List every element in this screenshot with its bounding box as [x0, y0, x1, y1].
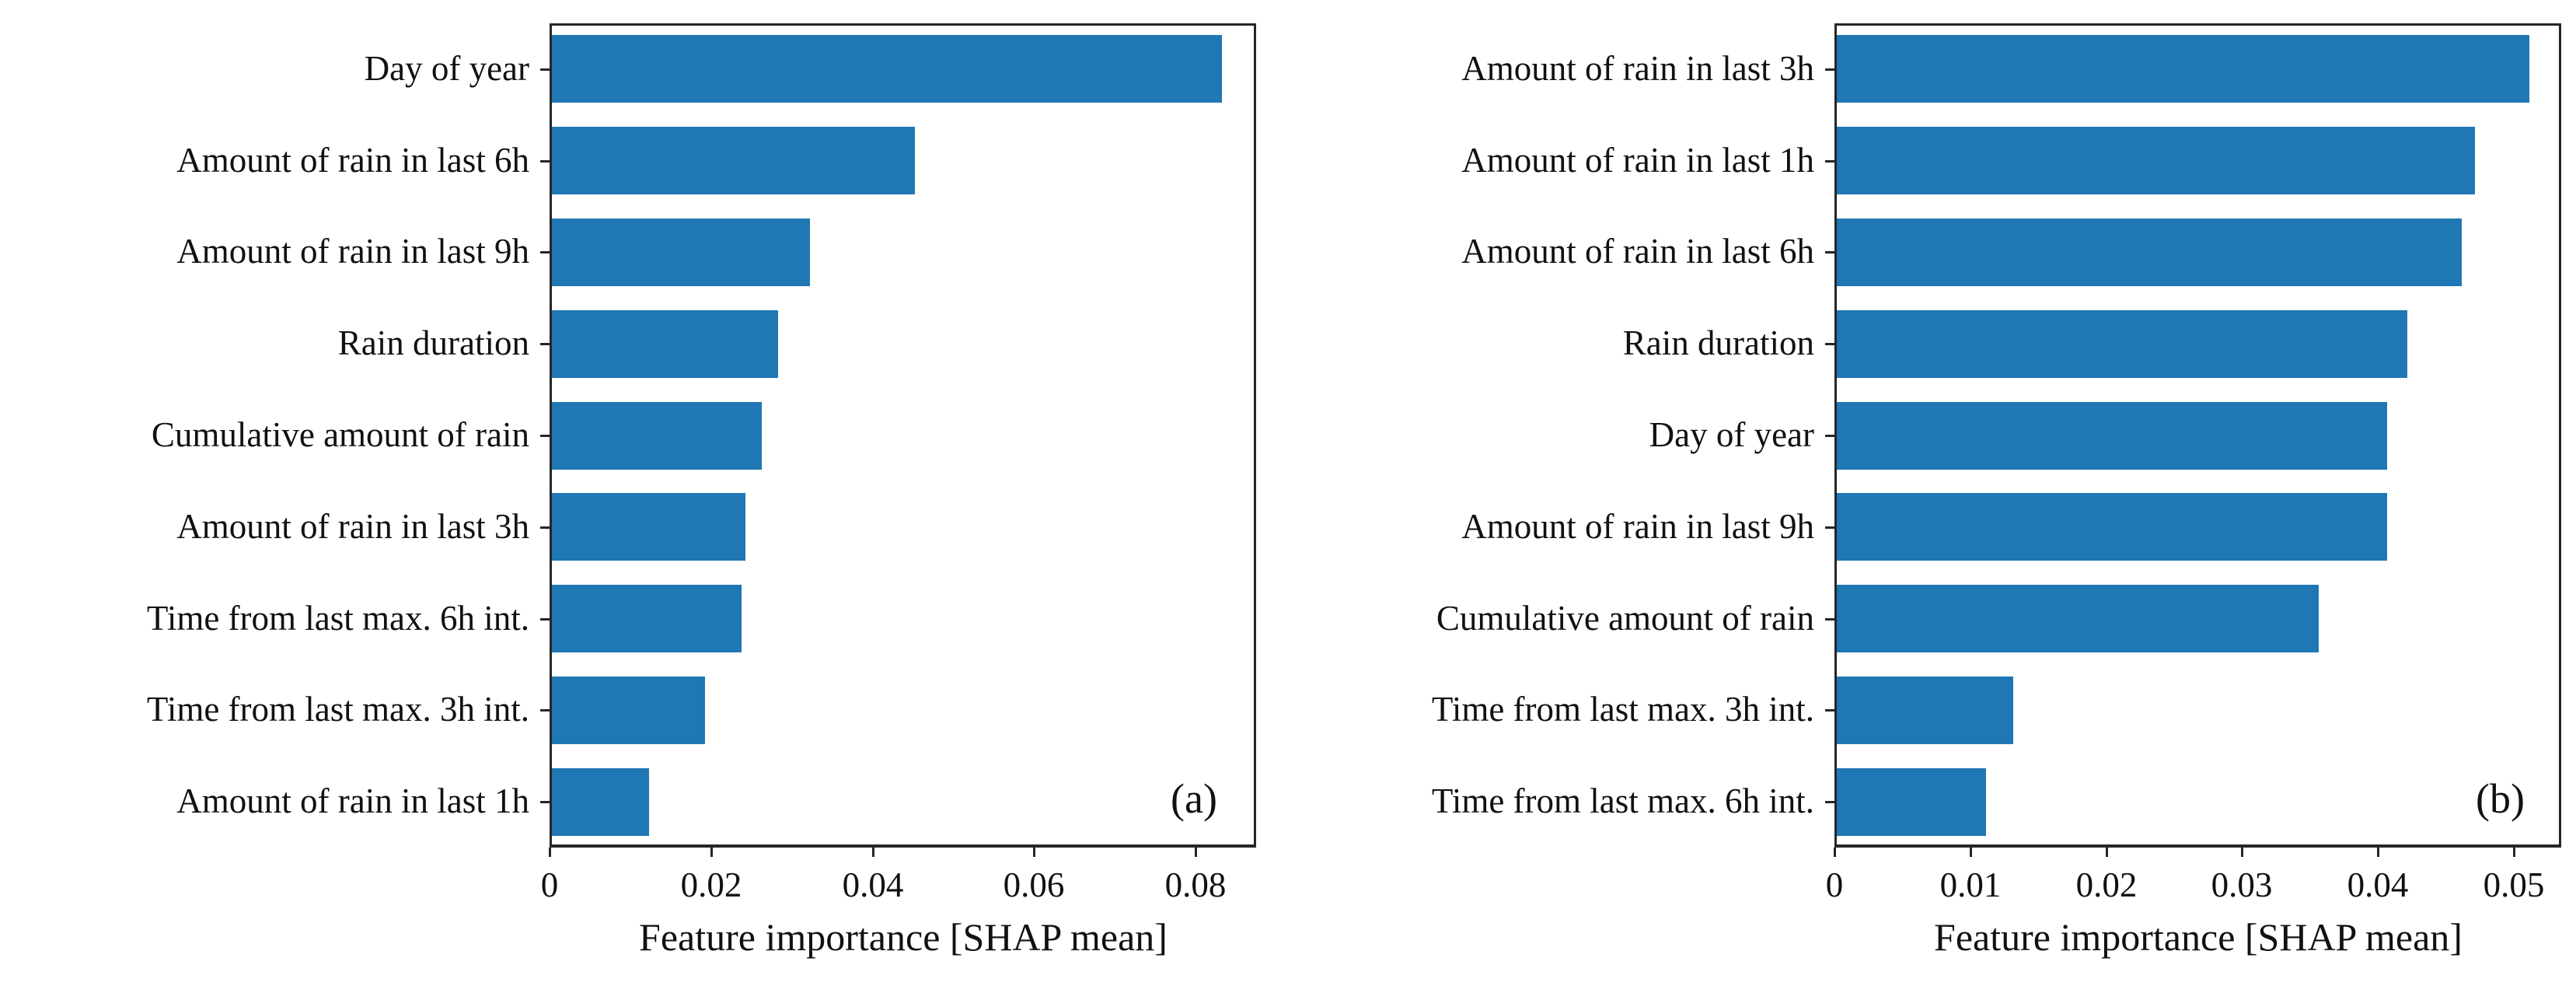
x-axis-tick: [549, 848, 551, 857]
x-axis-tick: [2513, 848, 2515, 857]
y-axis-tick: [540, 68, 550, 71]
bar-rain-duration: [1837, 310, 2407, 378]
y-axis-tick: [540, 526, 550, 529]
bar-amount-of-rain-in-last-9h: [552, 219, 810, 286]
x-tick-label: 0.02: [680, 865, 742, 904]
y-axis-tick: [1825, 68, 1834, 71]
bar-amount-of-rain-in-last-6h: [1837, 219, 2462, 286]
x-axis-tick: [872, 848, 874, 857]
chart-panel-a: Day of year Amount of rain in last 6h Amou…: [146, 23, 1256, 959]
y-axis-tick: [540, 343, 550, 345]
y-tick-label: Amount of rain in last 9h: [1461, 507, 1814, 546]
x-axis-title: Feature importance [SHAP mean]: [639, 915, 1168, 959]
y-tick-label: Time from last max. 6h int.: [1431, 781, 1814, 820]
y-axis-tick: [540, 435, 550, 437]
y-tick-label: Amount of rain in last 9h: [176, 232, 529, 271]
y-axis-tick: [1825, 526, 1834, 529]
panel-letter: (b): [2476, 775, 2525, 822]
bar-amount-of-rain-in-last-6h: [552, 127, 915, 194]
x-tick-label: 0.01: [1939, 865, 2002, 904]
y-tick-label: Amount of rain in last 1h: [1461, 141, 1814, 180]
y-axis-tick: [1825, 618, 1834, 621]
y-tick-label: Rain duration: [1622, 323, 1814, 362]
x-tick-label: 0: [540, 865, 559, 904]
y-tick-label: Time from last max. 3h int.: [146, 690, 529, 729]
y-axis-tick: [1825, 435, 1834, 437]
x-axis-tick: [1033, 848, 1035, 857]
x-tick-label: 0.04: [2347, 865, 2409, 904]
y-tick-label: Rain duration: [337, 323, 529, 362]
x-tick-label: 0.08: [1164, 865, 1227, 904]
x-tick-label: 0.02: [2075, 865, 2138, 904]
bar-amount-of-rain-in-last-1h: [1837, 127, 2475, 194]
bar-time-from-last-max-6h-int-: [1837, 768, 1986, 836]
bar-cumulative-amount-of-rain: [552, 402, 762, 470]
x-axis-tick: [710, 848, 713, 857]
x-axis-tick: [2377, 848, 2379, 857]
x-tick-label: 0.03: [2211, 865, 2273, 904]
x-axis-tick: [2106, 848, 2108, 857]
x-tick-label: 0.04: [842, 865, 904, 904]
panel-letter: (a): [1171, 775, 1217, 822]
bar-amount-of-rain-in-last-3h: [1837, 35, 2529, 103]
y-tick-label: Cumulative amount of rain: [151, 415, 529, 454]
x-axis-tick: [1970, 848, 1972, 857]
y-axis-tick: [540, 801, 550, 803]
y-axis-tick: [1825, 343, 1834, 345]
bar-day-of-year: [1837, 402, 2387, 470]
x-axis-tick: [1834, 848, 1836, 857]
y-axis-tick: [1825, 160, 1834, 163]
x-tick-label: 0.05: [2483, 865, 2545, 904]
chart-panel-b: Amount of rain in last 3h Amount of rain …: [1290, 0, 2576, 986]
y-tick-label: Day of year: [364, 49, 529, 88]
bar-amount-of-rain-in-last-3h: [552, 493, 745, 561]
y-axis-tick: [540, 709, 550, 712]
y-axis-tick: [1825, 709, 1834, 712]
y-axis-tick: [540, 251, 550, 253]
bar-rain-duration: [552, 310, 778, 378]
y-tick-label: Cumulative amount of rain: [1436, 599, 1814, 638]
y-axis-tick: [1825, 801, 1834, 803]
bar-day-of-year: [552, 35, 1222, 103]
y-tick-label: Time from last max. 3h int.: [1431, 690, 1814, 729]
bar-amount-of-rain-in-last-1h: [552, 768, 649, 836]
y-tick-label: Time from last max. 6h int.: [146, 599, 529, 638]
bar-amount-of-rain-in-last-9h: [1837, 493, 2387, 561]
x-tick-label: 0.06: [1003, 865, 1065, 904]
y-tick-label: Amount of rain in last 3h: [1461, 49, 1814, 88]
y-tick-label: Amount of rain in last 1h: [176, 781, 529, 820]
y-tick-label: Amount of rain in last 6h: [1461, 232, 1814, 271]
bar-time-from-last-max-6h-int-: [552, 585, 742, 652]
x-axis-tick: [1195, 848, 1197, 857]
x-axis-title: Feature importance [SHAP mean]: [1934, 915, 2463, 959]
y-tick-label: Day of year: [1649, 415, 1814, 454]
bar-cumulative-amount-of-rain: [1837, 585, 2319, 652]
y-axis-tick: [540, 618, 550, 621]
y-tick-label: Amount of rain in last 6h: [176, 141, 529, 180]
x-tick-label: 0: [1825, 865, 1844, 904]
x-axis-tick: [2241, 848, 2243, 857]
y-axis-tick: [1825, 251, 1834, 253]
bar-time-from-last-max-3h-int-: [1837, 677, 2013, 744]
y-axis-tick: [540, 160, 550, 163]
y-tick-label: Amount of rain in last 3h: [176, 507, 529, 546]
bar-time-from-last-max-3h-int-: [552, 677, 705, 744]
